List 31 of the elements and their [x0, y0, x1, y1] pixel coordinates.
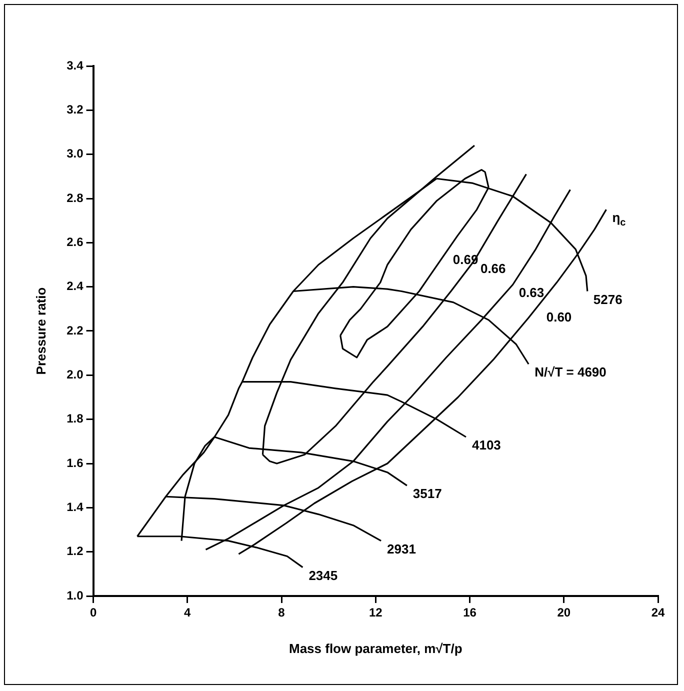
x-tick-label: 0: [90, 606, 97, 620]
annotation: N/√T = 4690: [534, 364, 606, 380]
x-axis-title: Mass flow parameter, m√T/p: [288, 640, 462, 656]
y-tick-label: 3.4: [66, 58, 84, 72]
annotation: 2931: [387, 541, 416, 556]
y-tick-label: 2.2: [66, 323, 84, 338]
x-tick-label: 24: [651, 606, 665, 620]
annotation: 5276: [593, 292, 622, 307]
annotation: 2345: [308, 568, 338, 583]
y-tick-label: 1.8: [66, 412, 84, 426]
x-tick-label: 4: [184, 606, 192, 620]
annotation: 0.66: [480, 260, 506, 276]
annotation: 0.63: [518, 285, 544, 300]
y-axis-title: Pressure ratio: [33, 287, 48, 375]
y-tick-label: 2.4: [66, 279, 84, 294]
y-tick-label: 3.2: [66, 102, 84, 116]
y-tick-label: 2.0: [66, 367, 84, 382]
annotation: 0.60: [546, 309, 572, 324]
y-tick-label: 1.2: [66, 544, 84, 558]
y-tick-label: 2.6: [66, 234, 84, 249]
x-tick-label: 12: [368, 606, 383, 620]
annotation: 3517: [412, 486, 442, 502]
x-tick-label: 20: [557, 606, 571, 620]
y-tick-label: 1.0: [66, 588, 84, 602]
y-tick-label: 1.4: [66, 500, 84, 514]
annotation: 4103: [472, 438, 501, 453]
x-tick-label: 8: [278, 606, 286, 620]
x-tick-label: 16: [463, 606, 477, 620]
y-tick-label: 2.8: [66, 190, 84, 205]
y-tick-label: 1.6: [66, 456, 84, 470]
y-tick-label: 3.0: [66, 146, 84, 161]
